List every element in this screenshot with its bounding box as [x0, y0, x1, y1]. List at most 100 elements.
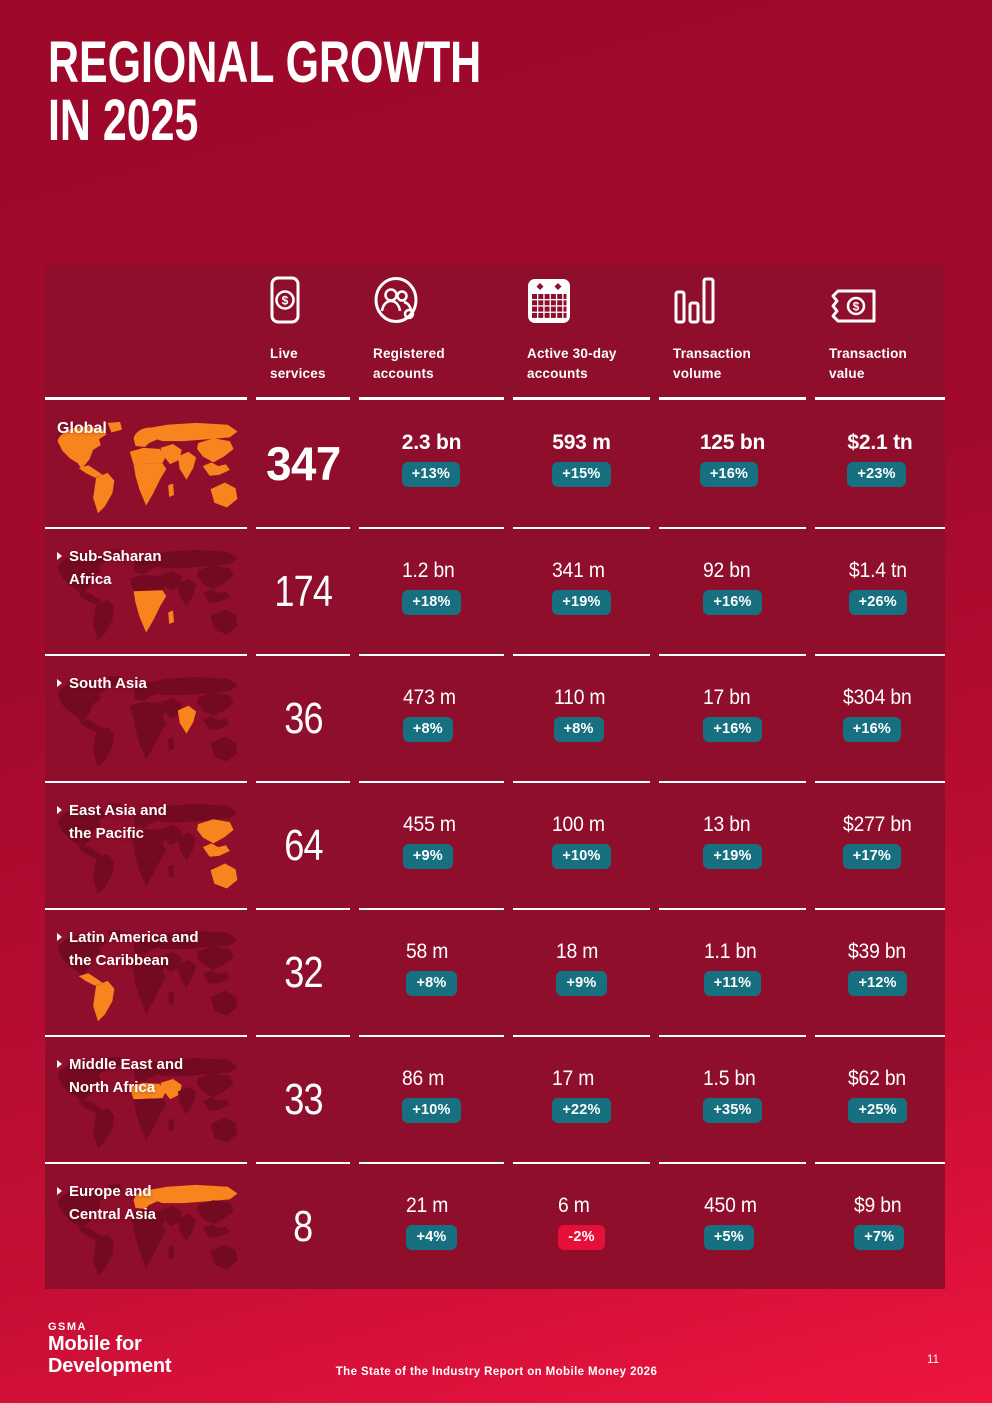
growth-badge: +7%: [854, 1224, 905, 1250]
registered-accounts-cell: 2.3 bn +13%: [359, 400, 504, 527]
metric-value: 13 bn: [703, 812, 751, 836]
table-row-east-asia-and-the-pacific: East Asia and the Pacific: [45, 781, 945, 908]
live-services-value: 174: [274, 566, 333, 616]
active-30day-accounts-cell: 100 m +10%: [513, 781, 650, 908]
registered-accounts-cell: 86 m +10%: [359, 1035, 504, 1162]
region-cell: Latin America and the Caribbean: [45, 908, 247, 1035]
people-icon: [373, 265, 504, 324]
live-services-cell: 32: [256, 908, 350, 1035]
world-map: [57, 929, 238, 1022]
logo-line1: Mobile for: [48, 1333, 142, 1355]
page-footer: GSMA Mobile for Development The State of…: [48, 1320, 945, 1390]
header-label: Transaction volume: [673, 345, 751, 381]
logo-line2: Development: [48, 1355, 172, 1377]
metric-value: 125 bn: [699, 430, 766, 454]
banknote-icon: $: [829, 265, 945, 324]
transaction-value-cell: $304 bn +16%: [815, 654, 945, 781]
live-services-cell: 36: [256, 654, 350, 781]
metric-value: $9 bn: [854, 1193, 902, 1217]
growth-badge: +35%: [703, 1097, 762, 1123]
growth-badge: +16%: [699, 461, 759, 487]
world-map: [57, 421, 238, 514]
report-title-footer: The State of the Industry Report on Mobi…: [335, 1366, 658, 1378]
triangle-bullet-icon: [57, 806, 62, 814]
live-services-value: 8: [293, 1201, 313, 1251]
live-services-cell: 8: [256, 1162, 350, 1289]
metric-value: 341 m: [552, 558, 606, 582]
growth-badge: +10%: [552, 843, 611, 869]
growth-badge: +8%: [553, 716, 604, 742]
active-30day-accounts-cell: 6 m -2%: [513, 1162, 650, 1289]
metric-value: 21 m: [406, 1193, 449, 1217]
page-title-line1: REGIONAL GROWTH: [48, 30, 482, 95]
region-name: Sub-Saharan Africa: [69, 548, 162, 588]
page-number: 11: [927, 1354, 939, 1366]
region-name: Middle East and North Africa: [69, 1056, 184, 1096]
world-map: [57, 1183, 238, 1276]
region-label: Europe and Central Asia: [57, 1181, 156, 1226]
header-registered-accounts: Registered accounts: [359, 265, 504, 400]
region-cell: South Asia: [45, 654, 247, 781]
live-services-cell: 64: [256, 781, 350, 908]
header-active-accounts: Active 30-day accounts: [513, 265, 650, 400]
gsma-wordmark: GSMA: [48, 1321, 87, 1333]
region-cell: Europe and Central Asia: [45, 1162, 247, 1289]
transaction-volume-cell: 92 bn +16%: [659, 527, 806, 654]
growth-badge: +17%: [842, 843, 902, 869]
svg-text:$: $: [853, 299, 860, 313]
growth-badge: +4%: [406, 1224, 457, 1250]
header-label: Live services: [270, 345, 326, 381]
live-services-value: 33: [283, 1074, 323, 1124]
calendar-icon: [527, 265, 650, 324]
growth-badge: +19%: [552, 589, 611, 615]
header-transaction-value: $ Transaction value: [815, 265, 945, 400]
growth-badge: +12%: [848, 970, 907, 996]
registered-accounts-cell: 58 m +8%: [359, 908, 504, 1035]
table-row-sub-saharan-africa: Sub-Saharan Africa: [45, 527, 945, 654]
metric-value: $304 bn: [842, 685, 912, 709]
active-30day-accounts-cell: 593 m +15%: [513, 400, 650, 527]
registered-accounts-cell: 1.2 bn +18%: [359, 527, 504, 654]
gsma-mobile-for-development-logo: GSMA Mobile for Development: [48, 1321, 172, 1378]
region-name: South Asia: [69, 675, 147, 692]
table-body: Global 347: [45, 400, 945, 1289]
growth-badge: +16%: [842, 716, 902, 742]
svg-text:$: $: [282, 293, 289, 307]
metric-value: 6 m: [558, 1193, 590, 1217]
world-map: [57, 675, 238, 768]
growth-badge: +26%: [848, 589, 907, 615]
metric-value: 100 m: [552, 812, 606, 836]
metric-value: 1.1 bn: [703, 939, 757, 963]
page-title: REGIONAL GROWTH IN 2025: [48, 34, 481, 150]
region-name: Latin America and the Caribbean: [69, 929, 199, 969]
metric-value: 455 m: [402, 812, 456, 836]
regional-growth-table: $ Live services Registered accounts Active…: [45, 265, 945, 1289]
active-30day-accounts-cell: 341 m +19%: [513, 527, 650, 654]
active-30day-accounts-cell: 17 m +22%: [513, 1035, 650, 1162]
transaction-volume-cell: 17 bn +16%: [659, 654, 806, 781]
header-region-spacer: [45, 265, 247, 400]
live-services-cell: 347: [256, 400, 350, 527]
triangle-bullet-icon: [57, 552, 62, 560]
transaction-value-cell: $9 bn +7%: [815, 1162, 945, 1289]
region-cell: Sub-Saharan Africa: [45, 527, 247, 654]
transaction-volume-cell: 1.5 bn +35%: [659, 1035, 806, 1162]
table-row-global: Global 347: [45, 400, 945, 527]
active-30day-accounts-cell: 18 m +9%: [513, 908, 650, 1035]
region-label: Latin America and the Caribbean: [57, 927, 198, 972]
header-live-services: $ Live services: [256, 265, 350, 400]
triangle-bullet-icon: [57, 933, 62, 941]
registered-accounts-cell: 21 m +4%: [359, 1162, 504, 1289]
metric-value: $1.4 tn: [848, 558, 907, 582]
transaction-volume-cell: 125 bn +16%: [659, 400, 806, 527]
region-name: Europe and Central Asia: [69, 1183, 156, 1223]
triangle-bullet-icon: [57, 1187, 62, 1195]
live-services-cell: 174: [256, 527, 350, 654]
metric-value: 110 m: [553, 685, 606, 709]
growth-badge: +22%: [552, 1097, 611, 1123]
registered-accounts-cell: 455 m +9%: [359, 781, 504, 908]
region-label: Global: [57, 417, 107, 441]
metric-value: $39 bn: [848, 939, 907, 963]
table-row-latin-america-and-the-caribbean: Latin America and the Caribbean: [45, 908, 945, 1035]
growth-badge: +16%: [703, 589, 762, 615]
